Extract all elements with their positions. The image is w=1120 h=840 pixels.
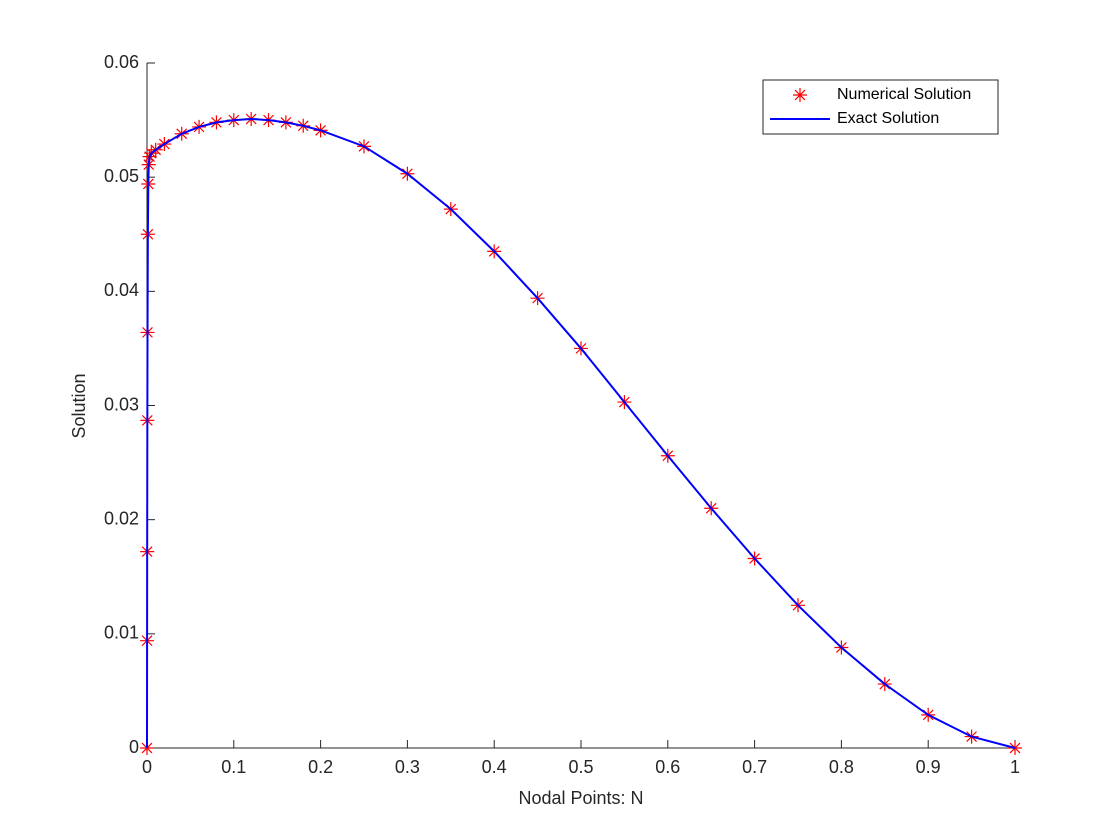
legend-label: Numerical Solution (837, 86, 971, 103)
y-tick-label: 0.01 (104, 623, 139, 643)
legend-marker (793, 88, 807, 102)
x-tick-label: 0.3 (395, 757, 420, 777)
x-tick-label: 0 (142, 757, 152, 777)
y-axis-label: Solution (69, 373, 89, 438)
x-tick-label: 0.7 (742, 757, 767, 777)
legend-box (762, 79, 999, 135)
legend-label: Exact Solution (837, 110, 939, 127)
x-tick-label: 0.9 (916, 757, 941, 777)
x-tick-label: 0.4 (482, 757, 507, 777)
y-tick-label: 0.03 (104, 394, 139, 414)
y-tick-label: 0.06 (104, 52, 139, 72)
x-tick-label: 0.1 (221, 757, 246, 777)
y-tick-label: 0.05 (104, 166, 139, 186)
x-tick-label: 0.6 (655, 757, 680, 777)
y-tick-label: 0 (129, 737, 139, 757)
x-tick-label: 0.8 (829, 757, 854, 777)
x-tick-label: 0.5 (568, 757, 593, 777)
x-tick-label: 1 (1010, 757, 1020, 777)
x-tick-label: 0.2 (308, 757, 333, 777)
x-axis-label: Nodal Points: N (518, 788, 643, 808)
y-tick-label: 0.02 (104, 508, 139, 528)
data-line (146, 117, 1016, 749)
y-tick-label: 0.04 (104, 280, 139, 300)
